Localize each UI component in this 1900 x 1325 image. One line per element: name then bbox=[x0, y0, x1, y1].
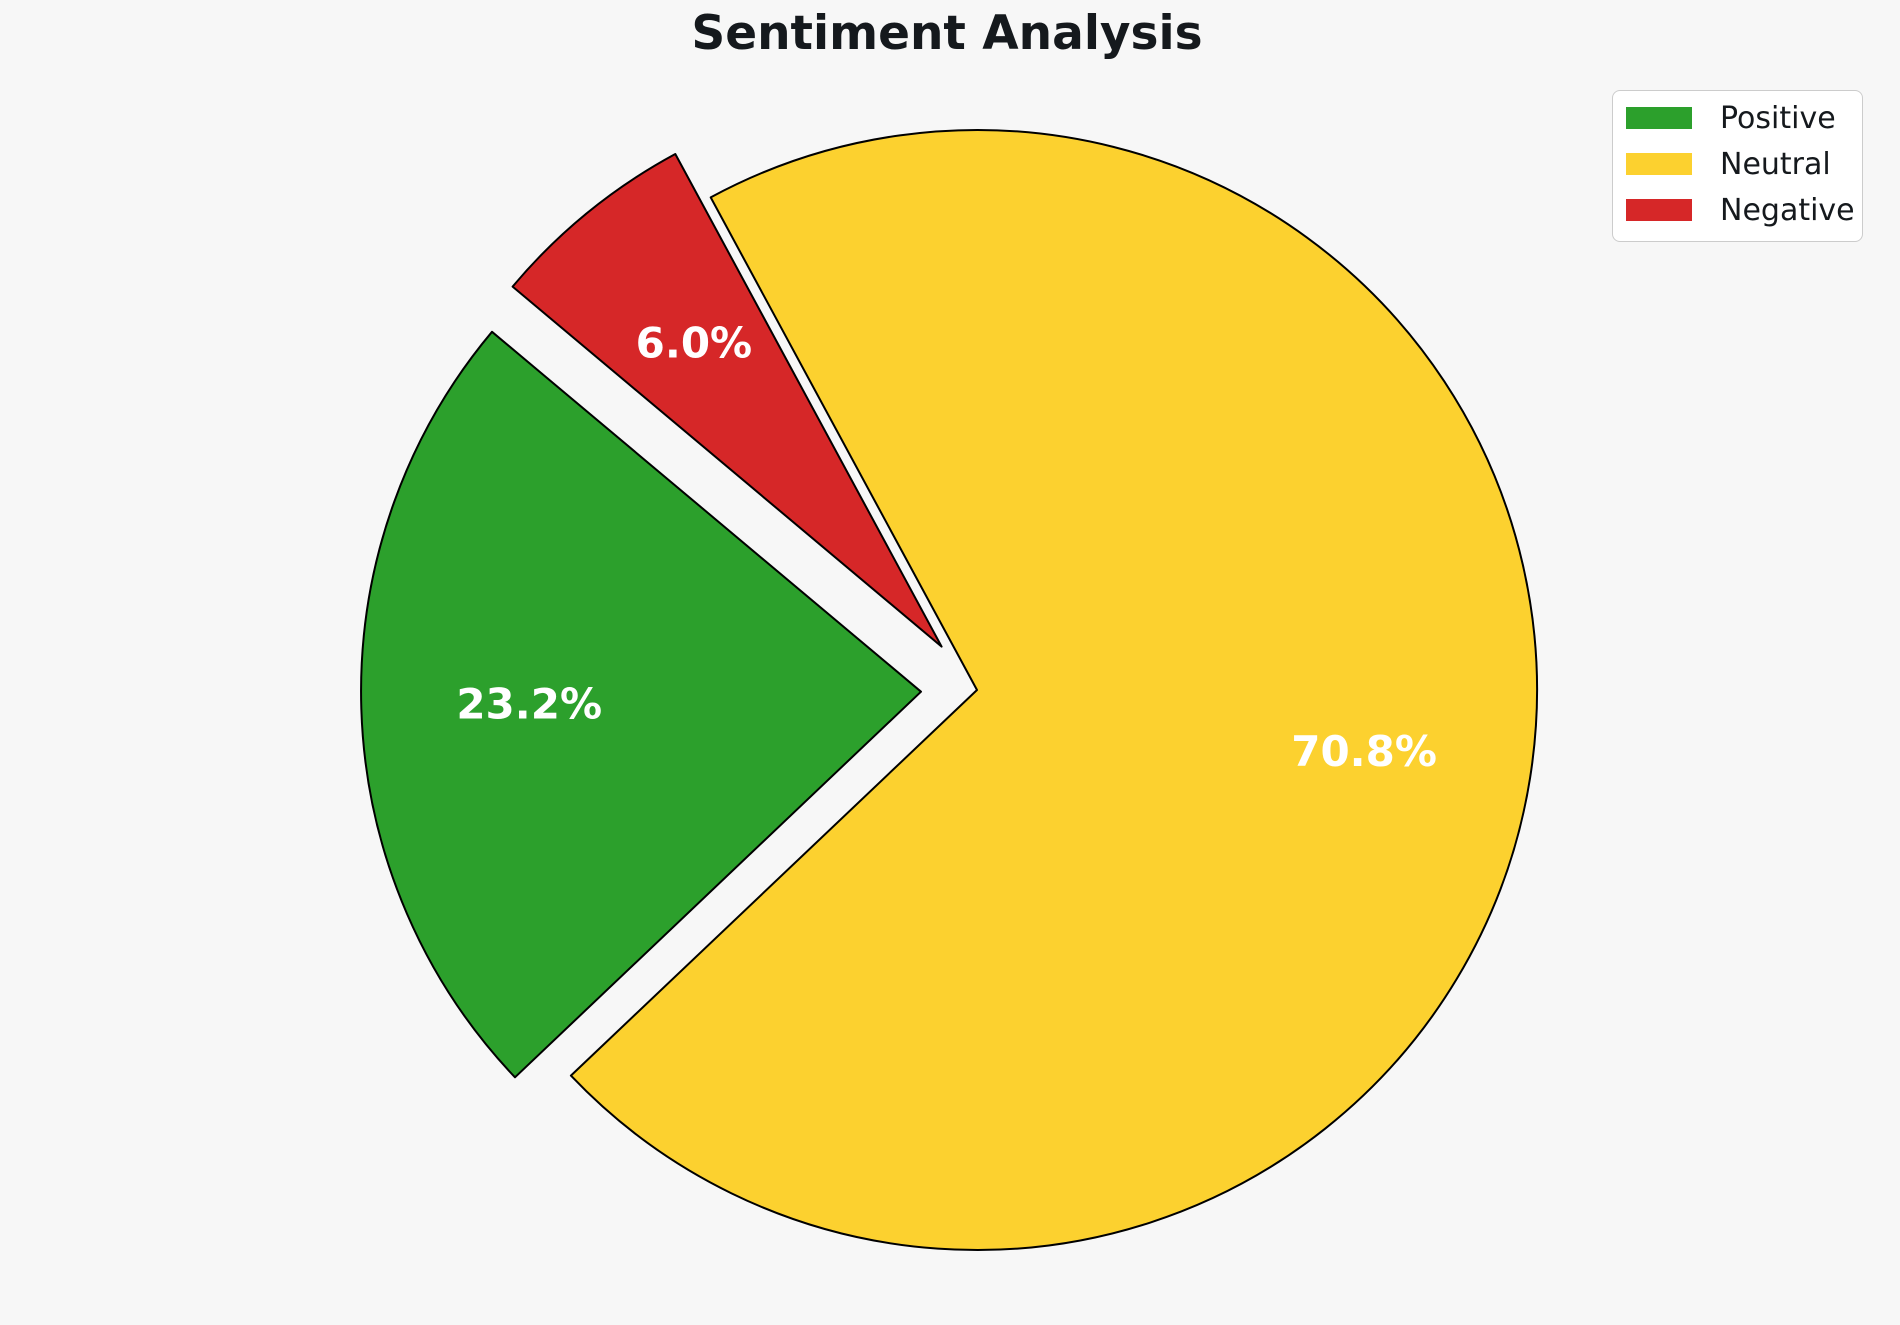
legend-swatch-negative bbox=[1626, 199, 1692, 221]
legend-swatch-positive bbox=[1626, 107, 1692, 129]
pie-slice-positive bbox=[360, 330, 922, 1079]
legend: Positive Neutral Negative bbox=[1612, 90, 1863, 242]
pie-slice-negative bbox=[511, 153, 943, 648]
legend-label-positive: Positive bbox=[1720, 100, 1836, 136]
legend-item-positive: Positive bbox=[1626, 95, 1862, 141]
pie-slice-neutral bbox=[569, 129, 1539, 1252]
legend-item-neutral: Neutral bbox=[1626, 141, 1862, 187]
pie-percent-label-negative: 6.0% bbox=[636, 318, 752, 367]
chart-title: Sentiment Analysis bbox=[691, 6, 1203, 61]
legend-label-negative: Negative bbox=[1720, 192, 1855, 228]
legend-label-neutral: Neutral bbox=[1720, 146, 1831, 182]
pie-percent-label-positive: 23.2% bbox=[456, 679, 602, 728]
legend-swatch-neutral bbox=[1626, 153, 1692, 175]
legend-item-negative: Negative bbox=[1626, 187, 1862, 233]
pie-percent-label-neutral: 70.8% bbox=[1291, 727, 1437, 776]
